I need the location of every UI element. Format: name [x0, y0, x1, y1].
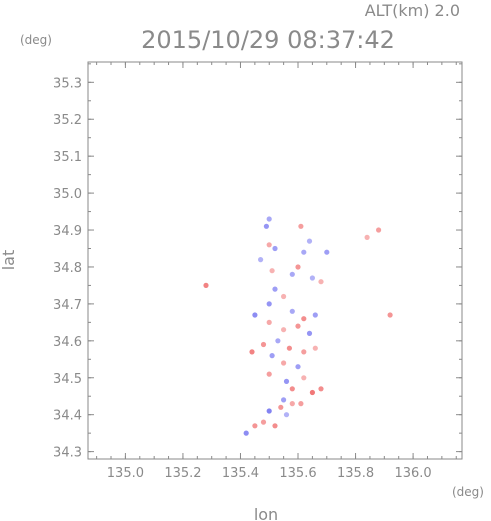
y-tick-label-3: 34.6 [53, 335, 82, 350]
echo-point-31 [286, 345, 292, 351]
echo-point-36 [281, 360, 287, 366]
echo-point-44 [281, 397, 287, 403]
echo-point-17 [272, 286, 278, 292]
y-unit-label: (deg) [20, 33, 52, 47]
echo-point-0 [266, 216, 272, 222]
echo-point-25 [266, 319, 272, 325]
echo-point-37 [295, 364, 301, 370]
y-tick-label-6: 34.9 [53, 224, 82, 239]
echo-point-39 [283, 378, 290, 384]
y-tick-label-7: 35.0 [53, 187, 82, 202]
echo-point-41 [289, 386, 295, 392]
timestamp-title: 2015/10/29 08:37:42 [141, 26, 395, 54]
echo-point-5 [364, 234, 370, 240]
echo-point-22 [301, 316, 307, 322]
echo-point-43 [318, 386, 324, 392]
echo-point-42 [309, 389, 315, 396]
echo-point-50 [252, 423, 258, 429]
echo-point-30 [260, 341, 267, 348]
echo-point-28 [306, 330, 313, 336]
tick-labels: 135.0 135.2 135.4 135.6 135.8 136.0 34.3 34.4 34… [53, 76, 432, 481]
echo-point-47 [266, 408, 272, 414]
echo-point-38 [266, 371, 272, 377]
echo-point-53 [289, 401, 295, 407]
echo-point-45 [298, 401, 304, 407]
echo-point-32 [301, 349, 307, 355]
x-unit-label: (deg) [452, 485, 484, 499]
y-tick-label-10: 35.3 [53, 76, 82, 91]
echo-point-27 [295, 323, 301, 329]
echo-point-9 [324, 249, 330, 255]
axis-ticks [88, 62, 462, 459]
y-tick-label-8: 35.1 [53, 150, 82, 165]
echo-point-29 [275, 338, 281, 344]
x-tick-label-0: 135.0 [107, 466, 144, 481]
echo-point-40 [301, 375, 307, 381]
echo-point-11 [269, 268, 275, 274]
y-tick-label-0: 34.3 [53, 446, 82, 461]
echo-point-20 [252, 312, 258, 318]
echo-point-48 [260, 419, 267, 425]
echo-point-16 [203, 282, 209, 288]
echo-point-26 [281, 327, 287, 333]
echo-point-24 [387, 312, 393, 318]
echo-point-52 [283, 412, 290, 418]
y-axis-label: lat [0, 250, 18, 271]
echo-point-2 [298, 223, 304, 229]
altitude-label: ALT(km) 2.0 [365, 1, 460, 20]
echo-point-33 [312, 345, 318, 351]
echo-point-3 [306, 238, 313, 244]
echo-point-10 [258, 257, 264, 263]
x-tick-label-5: 136.0 [394, 466, 431, 481]
x-tick-label-2: 135.4 [222, 466, 259, 481]
y-tick-label-2: 34.5 [53, 372, 82, 387]
echo-point-21 [289, 308, 295, 314]
echo-point-1 [263, 223, 269, 229]
echo-point-14 [309, 275, 315, 281]
echo-point-18 [281, 293, 287, 300]
echo-point-23 [312, 312, 318, 318]
plot-frame [87, 61, 463, 460]
echo-point-4 [376, 227, 382, 233]
x-tick-label-3: 135.6 [279, 466, 316, 481]
x-tick-label-1: 135.2 [164, 466, 201, 481]
echo-point-46 [278, 404, 284, 410]
echo-point-35 [269, 353, 275, 359]
echo-point-12 [295, 264, 301, 270]
echo-point-19 [266, 301, 272, 307]
echo-point-13 [289, 271, 295, 277]
echo-point-15 [318, 279, 324, 285]
x-tick-label-4: 135.8 [337, 466, 374, 481]
y-tick-label-4: 34.7 [53, 298, 82, 313]
y-tick-label-1: 34.4 [53, 409, 82, 424]
y-tick-label-9: 35.2 [53, 113, 82, 128]
echo-point-51 [243, 430, 249, 436]
x-axis-label: lon [254, 505, 278, 521]
echo-point-6 [266, 242, 272, 248]
echo-point-49 [272, 423, 278, 429]
echo-points [203, 216, 393, 436]
y-tick-label-5: 34.8 [53, 261, 82, 276]
echo-point-7 [272, 245, 278, 252]
echo-point-8 [301, 249, 307, 255]
echo-point-34 [249, 349, 255, 355]
